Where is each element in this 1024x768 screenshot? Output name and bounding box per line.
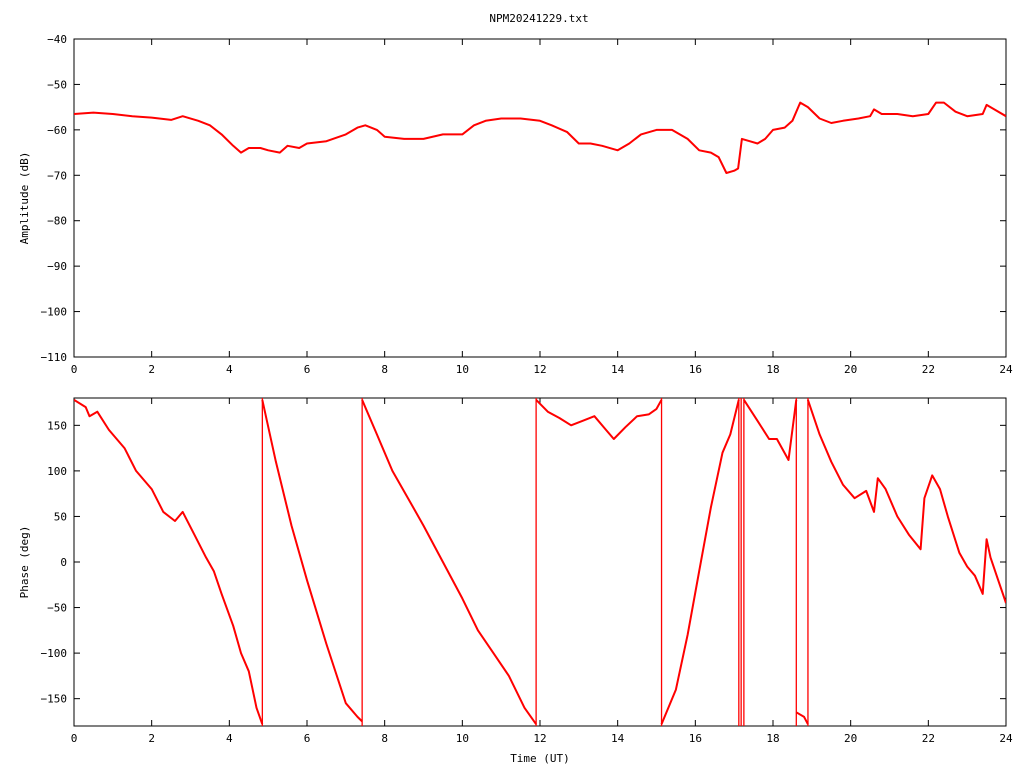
amplitude-x-tick-label: 10 [456, 363, 469, 376]
phase-y-axis-label: Phase (deg) [18, 526, 31, 599]
phase-x-axis-label: Time (UT) [510, 752, 570, 765]
phase-x-tick-label: 4 [226, 732, 233, 745]
phase-x-tick-label: 16 [689, 732, 702, 745]
phase-x-tick-label: 24 [999, 732, 1013, 745]
amplitude-x-tick-label: 4 [226, 363, 233, 376]
amplitude-x-tick-label: 14 [611, 363, 625, 376]
phase-y-tick-label: −50 [47, 602, 67, 615]
amplitude-y-tick-label: −60 [47, 124, 67, 137]
phase-series-line [74, 398, 264, 725]
phase-series-line [535, 399, 663, 440]
amplitude-panel: 0 2 4 6 8 10 12 14 16 18 20 22 24−40−50−60−70−80−90−… [18, 33, 1013, 376]
amplitude-x-tick-label: 24 [999, 363, 1013, 376]
phase-x-tick-label: 8 [381, 732, 388, 745]
phase-series-line [743, 399, 798, 461]
amplitude-y-tick-label: −80 [47, 215, 67, 228]
amplitude-y-tick-label: −70 [47, 169, 67, 182]
phase-x-tick-label: 10 [456, 732, 469, 745]
chart-title: NPM20241229.txt [489, 12, 588, 25]
phase-x-tick-label: 22 [922, 732, 935, 745]
amplitude-x-tick-label: 12 [533, 363, 546, 376]
amplitude-x-tick-label: 2 [148, 363, 155, 376]
phase-y-tick-label: −150 [41, 693, 68, 706]
amplitude-y-tick-label: −90 [47, 260, 67, 273]
phase-series-line [660, 399, 740, 725]
amplitude-x-tick-label: 6 [304, 363, 311, 376]
phase-series-line [795, 711, 809, 725]
phase-x-tick-label: 0 [71, 732, 78, 745]
phase-y-tick-label: 150 [47, 419, 67, 432]
amplitude-y-tick-label: −50 [47, 78, 67, 91]
amplitude-x-tick-label: 0 [71, 363, 78, 376]
amplitude-x-tick-label: 20 [844, 363, 857, 376]
phase-x-tick-label: 12 [533, 732, 546, 745]
phase-x-tick-label: 20 [844, 732, 857, 745]
amplitude-x-tick-label: 8 [381, 363, 388, 376]
amplitude-x-tick-label: 16 [689, 363, 702, 376]
amplitude-y-axis-label: Amplitude (dB) [18, 152, 31, 245]
amplitude-y-tick-label: −110 [41, 351, 68, 364]
phase-x-tick-label: 6 [304, 732, 311, 745]
phase-series-line [806, 399, 1006, 604]
phase-y-tick-label: 0 [60, 556, 67, 569]
phase-y-tick-label: 100 [47, 465, 67, 478]
phase-series-line [261, 399, 363, 723]
amplitude-y-tick-label: −100 [41, 306, 68, 319]
phase-y-tick-label: 50 [54, 510, 67, 523]
amplitude-x-tick-label: 22 [922, 363, 935, 376]
phase-series-line [361, 399, 537, 725]
phase-y-tick-label: −100 [41, 647, 68, 660]
amplitude-x-tick-label: 18 [766, 363, 779, 376]
phase-x-tick-label: 14 [611, 732, 625, 745]
amplitude-y-tick-label: −40 [47, 33, 67, 46]
amplitude-series-line [74, 101, 1006, 174]
phase-x-tick-label: 2 [148, 732, 155, 745]
phase-x-tick-label: 18 [766, 732, 779, 745]
phase-panel: 0 2 4 6 8 10 12 14 16 18 20 22 24150100500−50−100−15… [18, 397, 1013, 765]
